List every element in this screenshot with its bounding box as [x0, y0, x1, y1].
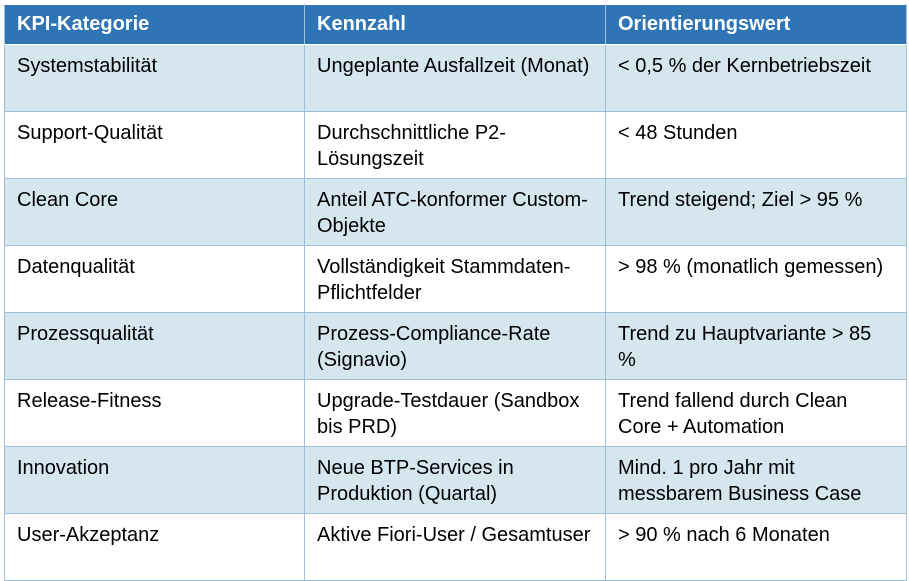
- table-row: Clean Core Anteil ATC-konformer Custom-O…: [4, 178, 907, 246]
- cell-kennzahl: Anteil ATC-konformer Custom-Objekte: [304, 178, 606, 246]
- cell-kpi-kategorie: Support-Qualität: [4, 111, 305, 179]
- table-row: Systemstabilität Ungeplante Ausfallzeit …: [4, 44, 907, 112]
- cell-kennzahl: Upgrade-Testdauer (Sandbox bis PRD): [304, 379, 606, 447]
- table-row: User-Akzeptanz Aktive Fiori-User / Gesam…: [4, 513, 907, 581]
- column-header-kennzahl: Kennzahl: [304, 4, 606, 45]
- cell-kpi-kategorie: Clean Core: [4, 178, 305, 246]
- table-row: Support-Qualität Durchschnittliche P2-Lö…: [4, 111, 907, 179]
- table-row: Datenqualität Vollständigkeit Stammdaten…: [4, 245, 907, 313]
- cell-kennzahl: Prozess-Compliance-Rate (Signavio): [304, 312, 606, 380]
- column-header-orientierungswert: Orientierungswert: [605, 4, 907, 45]
- cell-kpi-kategorie: Innovation: [4, 446, 305, 514]
- cell-orientierungswert: Trend steigend; Ziel > 95 %: [605, 178, 907, 246]
- cell-kpi-kategorie: Datenqualität: [4, 245, 305, 313]
- cell-kpi-kategorie: User-Akzeptanz: [4, 513, 305, 581]
- cell-orientierungswert: Trend zu Hauptvariante > 85 %: [605, 312, 907, 380]
- kpi-table: KPI-Kategorie Kennzahl Orientierungswert…: [4, 4, 907, 581]
- table-row: Innovation Neue BTP-Services in Produkti…: [4, 446, 907, 514]
- cell-kennzahl: Ungeplante Ausfallzeit (Monat): [304, 44, 606, 112]
- table-row: Prozessqualität Prozess-Compliance-Rate …: [4, 312, 907, 380]
- cell-orientierungswert: > 90 % nach 6 Monaten: [605, 513, 907, 581]
- cell-orientierungswert: < 48 Stunden: [605, 111, 907, 179]
- column-header-kpi-kategorie: KPI-Kategorie: [4, 4, 305, 45]
- table-row: Release-Fitness Upgrade-Testdauer (Sandb…: [4, 379, 907, 447]
- cell-kpi-kategorie: Prozessqualität: [4, 312, 305, 380]
- cell-kennzahl: Vollständigkeit Stammdaten-Pflichtfelder: [304, 245, 606, 313]
- cell-orientierungswert: Mind. 1 pro Jahr mit messbarem Business …: [605, 446, 907, 514]
- cell-orientierungswert: > 98 % (monatlich gemessen): [605, 245, 907, 313]
- cell-kpi-kategorie: Systemstabilität: [4, 44, 305, 112]
- cell-orientierungswert: < 0,5 % der Kernbetriebszeit: [605, 44, 907, 112]
- cell-orientierungswert: Trend fallend durch Clean Core + Automat…: [605, 379, 907, 447]
- cell-kpi-kategorie: Release-Fitness: [4, 379, 305, 447]
- table-header-row: KPI-Kategorie Kennzahl Orientierungswert: [4, 4, 907, 45]
- cell-kennzahl: Neue BTP-Services in Produktion (Quartal…: [304, 446, 606, 514]
- cell-kennzahl: Durchschnittliche P2-Lösungszeit: [304, 111, 606, 179]
- cell-kennzahl: Aktive Fiori-User / Gesamtuser: [304, 513, 606, 581]
